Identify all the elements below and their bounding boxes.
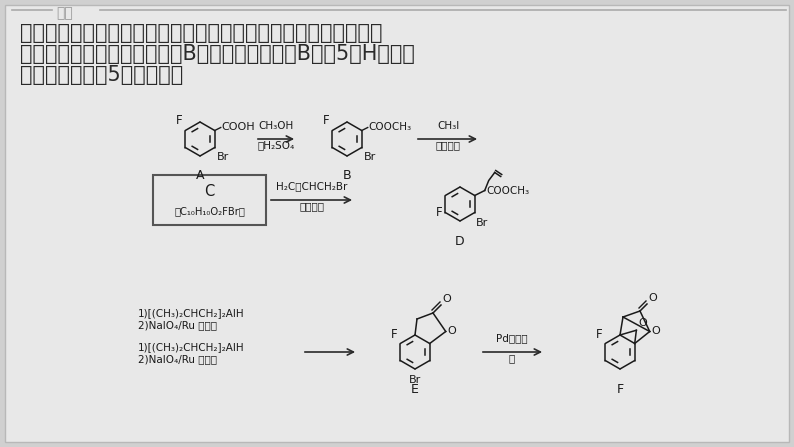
Text: 2)NaIO₄/Ru 催化剂: 2)NaIO₄/Ru 催化剂 (138, 320, 217, 330)
Text: （C₁₀H₁₀O₂FBr）: （C₁₀H₁₀O₂FBr） (174, 206, 245, 216)
Text: CH₃I: CH₃I (437, 121, 459, 131)
Text: 1)[(CH₃)₂CHCH₂]₂AlH: 1)[(CH₃)₂CHCH₂]₂AlH (138, 342, 245, 352)
Text: F: F (596, 329, 603, 342)
Text: F: F (175, 114, 183, 127)
Text: O: O (442, 294, 451, 304)
Text: 1)[(CH₃)₂CHCH₂]₂AlH: 1)[(CH₃)₂CHCH₂]₂AlH (138, 308, 245, 318)
Text: 有机强碱: 有机强碱 (435, 140, 461, 150)
Text: O: O (638, 318, 647, 328)
Text: F: F (436, 206, 442, 219)
Text: C: C (204, 184, 214, 198)
Text: COOH: COOH (222, 122, 256, 132)
Text: 浓H₂SO₄: 浓H₂SO₄ (257, 140, 295, 150)
Text: 核磁共振氢谱的吸收峰数目等于有机物中氢元素的种类，即有多少: 核磁共振氢谱的吸收峰数目等于有机物中氢元素的种类，即有多少 (20, 23, 383, 43)
Text: Br: Br (364, 152, 376, 163)
Text: 碱: 碱 (509, 353, 515, 363)
Bar (153, 175, 266, 225)
Text: 种不同化学环境的氢原子，由B的结构简式可知，B中有5种H，所以: 种不同化学环境的氢原子，由B的结构简式可知，B中有5种H，所以 (20, 44, 415, 64)
Text: O: O (652, 326, 661, 337)
Text: F: F (322, 114, 330, 127)
Text: Br: Br (409, 375, 421, 385)
Text: D: D (455, 235, 464, 248)
Text: Br: Br (476, 218, 488, 228)
Text: B: B (343, 169, 351, 182)
Text: CH₃OH: CH₃OH (258, 121, 294, 131)
Text: F: F (391, 329, 397, 342)
Text: COOCH₃: COOCH₃ (368, 122, 412, 132)
Text: COOCH₃: COOCH₃ (487, 186, 530, 195)
Text: H₂C＝CHCH₂Br: H₂C＝CHCH₂Br (276, 181, 348, 191)
Text: Br: Br (217, 152, 229, 163)
Text: 2)NaIO₄/Ru 催化剂: 2)NaIO₄/Ru 催化剂 (138, 354, 217, 364)
Text: O: O (448, 326, 457, 337)
Text: E: E (411, 383, 419, 396)
Text: F: F (616, 383, 623, 396)
Text: Pd配合物: Pd配合物 (496, 333, 528, 343)
Text: O: O (648, 293, 657, 303)
Text: 核磁共振氢谱有5组吸收峰。: 核磁共振氢谱有5组吸收峰。 (20, 65, 183, 85)
Text: 有机强碱: 有机强碱 (299, 201, 325, 211)
Text: A: A (196, 169, 204, 182)
Text: 解析: 解析 (56, 6, 73, 20)
